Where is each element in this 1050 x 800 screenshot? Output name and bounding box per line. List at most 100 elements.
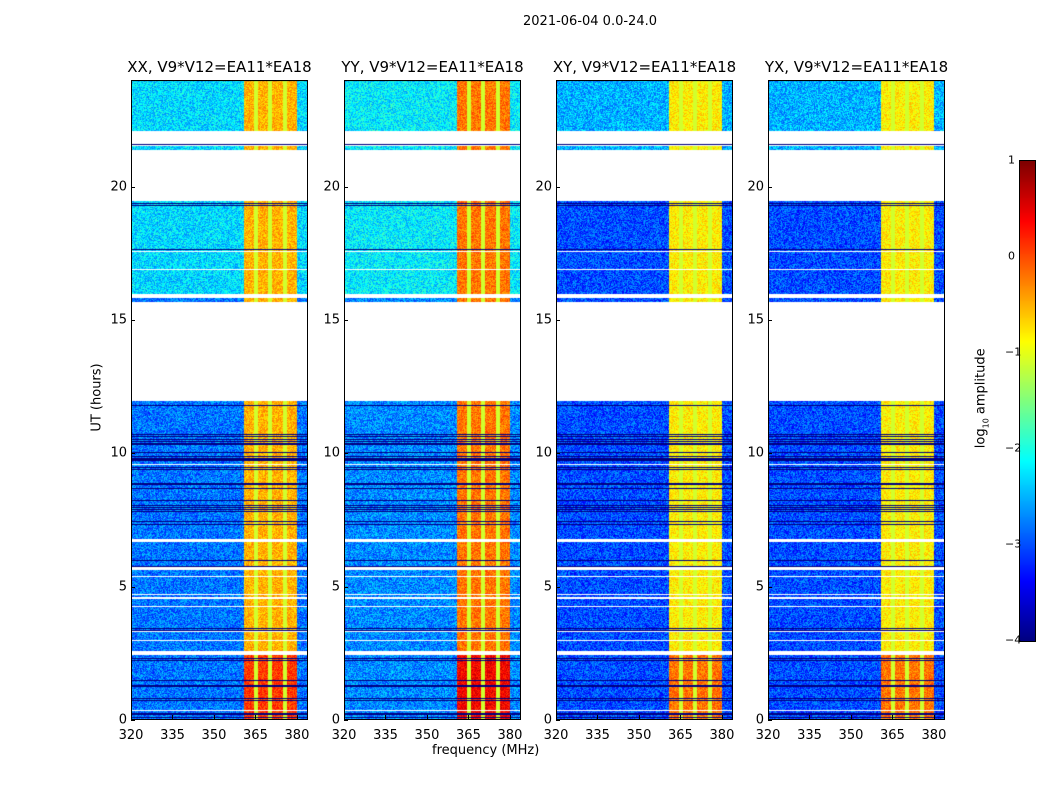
panel-3: YX, V9*V12=EA11*EA18 0 5 10 15 20 320 335 350 365… bbox=[747, 58, 948, 743]
y-tick bbox=[556, 186, 560, 188]
x-tick bbox=[426, 715, 428, 719]
x-tick bbox=[131, 715, 132, 719]
y-tick bbox=[344, 586, 348, 588]
y-tick-label: 0 bbox=[755, 712, 764, 728]
y-tick bbox=[768, 320, 772, 321]
x-tick-label: 380 bbox=[921, 728, 947, 743]
colorbar-label: log10 amplitude bbox=[973, 348, 991, 449]
x-tick bbox=[213, 715, 215, 719]
panel-0: XX, V9*V12=EA11*EA18 0 5 10 15 20 320 335 350 365… bbox=[110, 58, 311, 743]
y-tick-label: 20 bbox=[110, 179, 127, 195]
x-tick bbox=[892, 715, 894, 719]
y-tick-label: 0 bbox=[118, 712, 127, 728]
y-tick-label: 20 bbox=[323, 179, 340, 195]
x-tick-label: 365 bbox=[880, 728, 905, 743]
y-tick-label: 5 bbox=[755, 579, 764, 595]
y-tick-label: 20 bbox=[747, 179, 764, 195]
x-tick bbox=[597, 715, 599, 719]
y-tick-label: 10 bbox=[323, 445, 340, 461]
waterfall-heatmap bbox=[344, 80, 521, 720]
y-tick-label: 15 bbox=[535, 312, 552, 328]
y-tick-label: 10 bbox=[747, 445, 764, 461]
x-tick-label: 380 bbox=[284, 728, 310, 743]
y-tick bbox=[768, 453, 772, 455]
axes-frame bbox=[344, 80, 521, 720]
x-tick-label: 365 bbox=[668, 728, 693, 743]
colorbar-tick-label: −1 bbox=[1005, 345, 1022, 359]
x-tick-label: 320 bbox=[118, 728, 144, 743]
x-tick-label: 320 bbox=[755, 728, 781, 743]
x-tick-label: 320 bbox=[543, 728, 569, 743]
x-axis-label: frequency (MHz) bbox=[432, 743, 540, 758]
x-tick bbox=[556, 715, 557, 719]
axes-frame bbox=[556, 80, 733, 720]
waterfall-heatmap bbox=[131, 80, 308, 720]
x-tick-label: 335 bbox=[373, 728, 398, 743]
y-tick bbox=[131, 320, 135, 321]
colorbar-tick-label: 0 bbox=[1008, 249, 1015, 263]
x-tick-label: 335 bbox=[585, 728, 610, 743]
x-tick bbox=[344, 715, 345, 719]
y-tick bbox=[131, 453, 135, 455]
y-tick bbox=[344, 720, 348, 721]
y-tick bbox=[344, 186, 348, 188]
x-tick-label: 365 bbox=[456, 728, 481, 743]
y-tick-label: 0 bbox=[331, 712, 340, 728]
y-tick-label: 5 bbox=[331, 579, 340, 595]
y-tick-label: 15 bbox=[323, 312, 340, 328]
panel-2: XY, V9*V12=EA11*EA18 0 5 10 15 20 320 335 350 365… bbox=[535, 58, 736, 743]
panel-title: XY, V9*V12=EA11*EA18 bbox=[552, 58, 737, 76]
x-tick bbox=[933, 715, 935, 719]
y-tick bbox=[768, 186, 772, 188]
y-tick bbox=[344, 320, 348, 321]
y-tick bbox=[131, 720, 135, 721]
x-tick bbox=[768, 715, 769, 719]
x-tick bbox=[172, 715, 174, 719]
y-tick-label: 5 bbox=[543, 579, 552, 595]
x-tick-label: 380 bbox=[497, 728, 523, 743]
x-tick bbox=[809, 715, 811, 719]
x-tick-label: 350 bbox=[201, 728, 227, 743]
y-axis-label: UT (hours) bbox=[89, 363, 105, 432]
y-tick bbox=[768, 720, 772, 721]
y-tick bbox=[768, 586, 772, 588]
axes-frame bbox=[131, 80, 308, 720]
x-tick bbox=[721, 715, 723, 719]
y-tick bbox=[556, 586, 560, 588]
x-tick bbox=[680, 715, 682, 719]
x-tick-label: 350 bbox=[626, 728, 652, 743]
x-tick-label: 335 bbox=[797, 728, 822, 743]
y-tick-label: 15 bbox=[110, 312, 127, 328]
y-tick-label: 20 bbox=[535, 179, 552, 195]
colorbar-tick-label: −2 bbox=[1005, 441, 1022, 455]
x-tick-label: 320 bbox=[331, 728, 357, 743]
y-tick-label: 10 bbox=[110, 445, 127, 461]
y-tick-label: 15 bbox=[747, 312, 764, 328]
axes-frame bbox=[768, 80, 945, 720]
waterfall-heatmap bbox=[768, 80, 945, 720]
y-tick bbox=[344, 453, 348, 455]
panel-title: XX, V9*V12=EA11*EA18 bbox=[127, 58, 312, 76]
y-tick-label: 5 bbox=[118, 579, 127, 595]
x-tick bbox=[296, 715, 298, 719]
x-tick-label: 380 bbox=[709, 728, 735, 743]
x-tick bbox=[468, 715, 470, 719]
x-tick-label: 350 bbox=[838, 728, 864, 743]
colorbar-tick-label: 1 bbox=[1008, 153, 1015, 167]
y-tick bbox=[556, 320, 560, 321]
x-tick bbox=[255, 715, 257, 719]
y-tick bbox=[556, 720, 560, 721]
y-tick-label: 10 bbox=[535, 445, 552, 461]
colorbar bbox=[1019, 160, 1036, 642]
colorbar-tick-label: −3 bbox=[1005, 537, 1022, 551]
x-tick bbox=[385, 715, 387, 719]
figure-title: 2021-06-04 0.0-24.0 bbox=[523, 14, 657, 29]
panel-title: YX, V9*V12=EA11*EA18 bbox=[764, 58, 949, 76]
x-tick bbox=[638, 715, 640, 719]
y-tick bbox=[131, 186, 135, 188]
panel-title: YY, V9*V12=EA11*EA18 bbox=[341, 58, 524, 76]
x-tick bbox=[509, 715, 511, 719]
x-tick-label: 335 bbox=[160, 728, 185, 743]
x-tick-label: 365 bbox=[243, 728, 268, 743]
